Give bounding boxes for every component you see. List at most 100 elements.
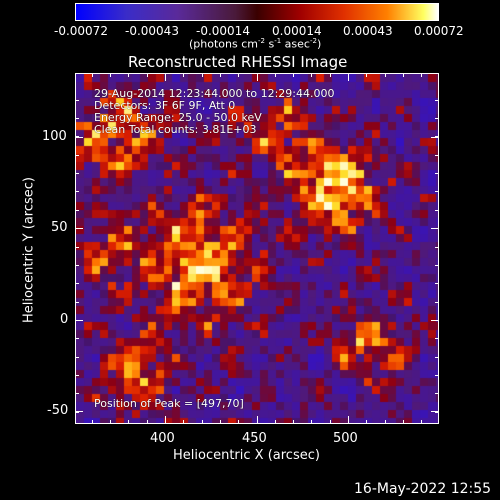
colorbar-units: (photons cm-2 s-1 asec-2) xyxy=(189,37,322,51)
tick-mark xyxy=(311,73,312,77)
tick-mark xyxy=(183,420,184,424)
rhessi-image: 29-Aug-2014 12:23:44.000 to 12:29:44.000… xyxy=(75,73,439,424)
tick-mark xyxy=(330,420,331,424)
annotation-detectors: Detectors: 3F 6F 9F, Att 0 xyxy=(94,99,236,112)
tick-mark xyxy=(75,118,79,119)
tick-mark xyxy=(92,73,93,77)
tick-mark xyxy=(435,302,439,303)
tick-mark xyxy=(330,73,331,77)
tick-mark xyxy=(75,320,79,321)
tick-mark xyxy=(435,283,439,284)
tick-mark xyxy=(128,420,129,424)
tick-mark xyxy=(435,357,439,358)
tick-mark xyxy=(75,338,79,339)
tick-mark xyxy=(75,265,79,266)
tick-mark xyxy=(435,228,439,229)
y-axis-label: Heliocentric Y (arcsec) xyxy=(21,177,37,323)
tick-mark xyxy=(435,338,439,339)
tick-mark xyxy=(75,393,79,394)
tick-mark xyxy=(75,228,83,229)
tick-mark xyxy=(435,320,439,321)
tick-mark xyxy=(403,420,404,424)
plot-title: Reconstructed RHESSI Image xyxy=(128,53,348,71)
tick-mark xyxy=(238,420,239,424)
tick-mark xyxy=(183,73,184,77)
tick-mark xyxy=(165,73,166,77)
tick-mark xyxy=(220,420,221,424)
tick-mark xyxy=(348,73,349,77)
tick-mark xyxy=(75,137,83,138)
tick-mark xyxy=(147,420,148,424)
tick-mark xyxy=(385,420,386,424)
tick-mark xyxy=(435,412,439,413)
y-tick-label: 50 xyxy=(51,220,68,235)
annotation-time: 29-Aug-2014 12:23:44.000 to 12:29:44.000 xyxy=(94,87,335,100)
tick-mark xyxy=(75,411,83,412)
tick-mark xyxy=(348,420,349,424)
tick-mark xyxy=(435,191,439,192)
tick-mark xyxy=(435,247,439,248)
annotation-peak: Position of Peak = [497,70] xyxy=(94,397,244,410)
x-tick-label: 450 xyxy=(242,431,267,446)
tick-mark xyxy=(435,100,439,101)
tick-mark xyxy=(92,420,93,424)
tick-mark xyxy=(366,73,367,77)
tick-mark xyxy=(110,73,111,77)
tick-mark xyxy=(435,393,439,394)
annotation-clean: Clean Total counts: 3.81E+03 xyxy=(94,123,257,136)
tick-mark xyxy=(257,73,258,81)
tick-mark xyxy=(257,420,258,424)
tick-mark xyxy=(421,73,422,77)
y-tick-label: 0 xyxy=(60,312,69,327)
tick-mark xyxy=(435,210,439,211)
tick-mark xyxy=(385,73,386,77)
tick-mark xyxy=(75,375,79,376)
tick-mark xyxy=(403,73,404,77)
tick-mark xyxy=(220,73,221,77)
y-tick-label: 100 xyxy=(42,129,67,144)
tick-mark xyxy=(75,247,79,248)
tick-mark xyxy=(202,73,203,77)
tick-mark xyxy=(75,100,79,101)
tick-mark xyxy=(165,420,166,424)
colorbar-tick-label: -0.00043 xyxy=(125,24,179,38)
colorbar-tick-label: -0.00072 xyxy=(54,24,108,38)
tick-mark xyxy=(147,73,148,77)
colorbar-tick-label: 0.00014 xyxy=(272,24,322,38)
tick-mark xyxy=(75,302,79,303)
footer-timestamp: 16-May-2022 12:55 xyxy=(354,481,492,497)
tick-mark xyxy=(421,420,422,424)
tick-mark xyxy=(75,136,79,137)
x-tick-label: 400 xyxy=(150,431,175,446)
tick-mark xyxy=(435,265,439,266)
tick-mark xyxy=(435,136,439,137)
tick-mark xyxy=(348,73,349,81)
x-tick-label: 500 xyxy=(333,431,358,446)
y-tick-label: -50 xyxy=(47,403,69,418)
tick-mark xyxy=(75,320,83,321)
tick-mark xyxy=(75,228,79,229)
tick-mark xyxy=(435,173,439,174)
colorbar-tick-label: 0.00072 xyxy=(414,24,464,38)
colorbar xyxy=(75,3,439,21)
tick-mark xyxy=(366,420,367,424)
tick-mark xyxy=(110,420,111,424)
tick-mark xyxy=(75,357,79,358)
tick-mark xyxy=(431,411,439,412)
tick-mark xyxy=(293,420,294,424)
tick-mark xyxy=(293,73,294,77)
tick-mark xyxy=(202,420,203,424)
tick-mark xyxy=(75,155,79,156)
x-axis-label: Heliocentric X (arcsec) xyxy=(173,448,320,463)
colorbar-tick-label: -0.00014 xyxy=(196,24,250,38)
colorbar-tick-label: 0.00043 xyxy=(343,24,393,38)
tick-mark xyxy=(431,137,439,138)
tick-mark xyxy=(75,173,79,174)
tick-mark xyxy=(238,73,239,77)
tick-mark xyxy=(275,420,276,424)
tick-mark xyxy=(435,155,439,156)
tick-mark xyxy=(435,118,439,119)
intensity-map xyxy=(76,74,438,423)
tick-mark xyxy=(75,412,79,413)
tick-mark xyxy=(128,73,129,77)
